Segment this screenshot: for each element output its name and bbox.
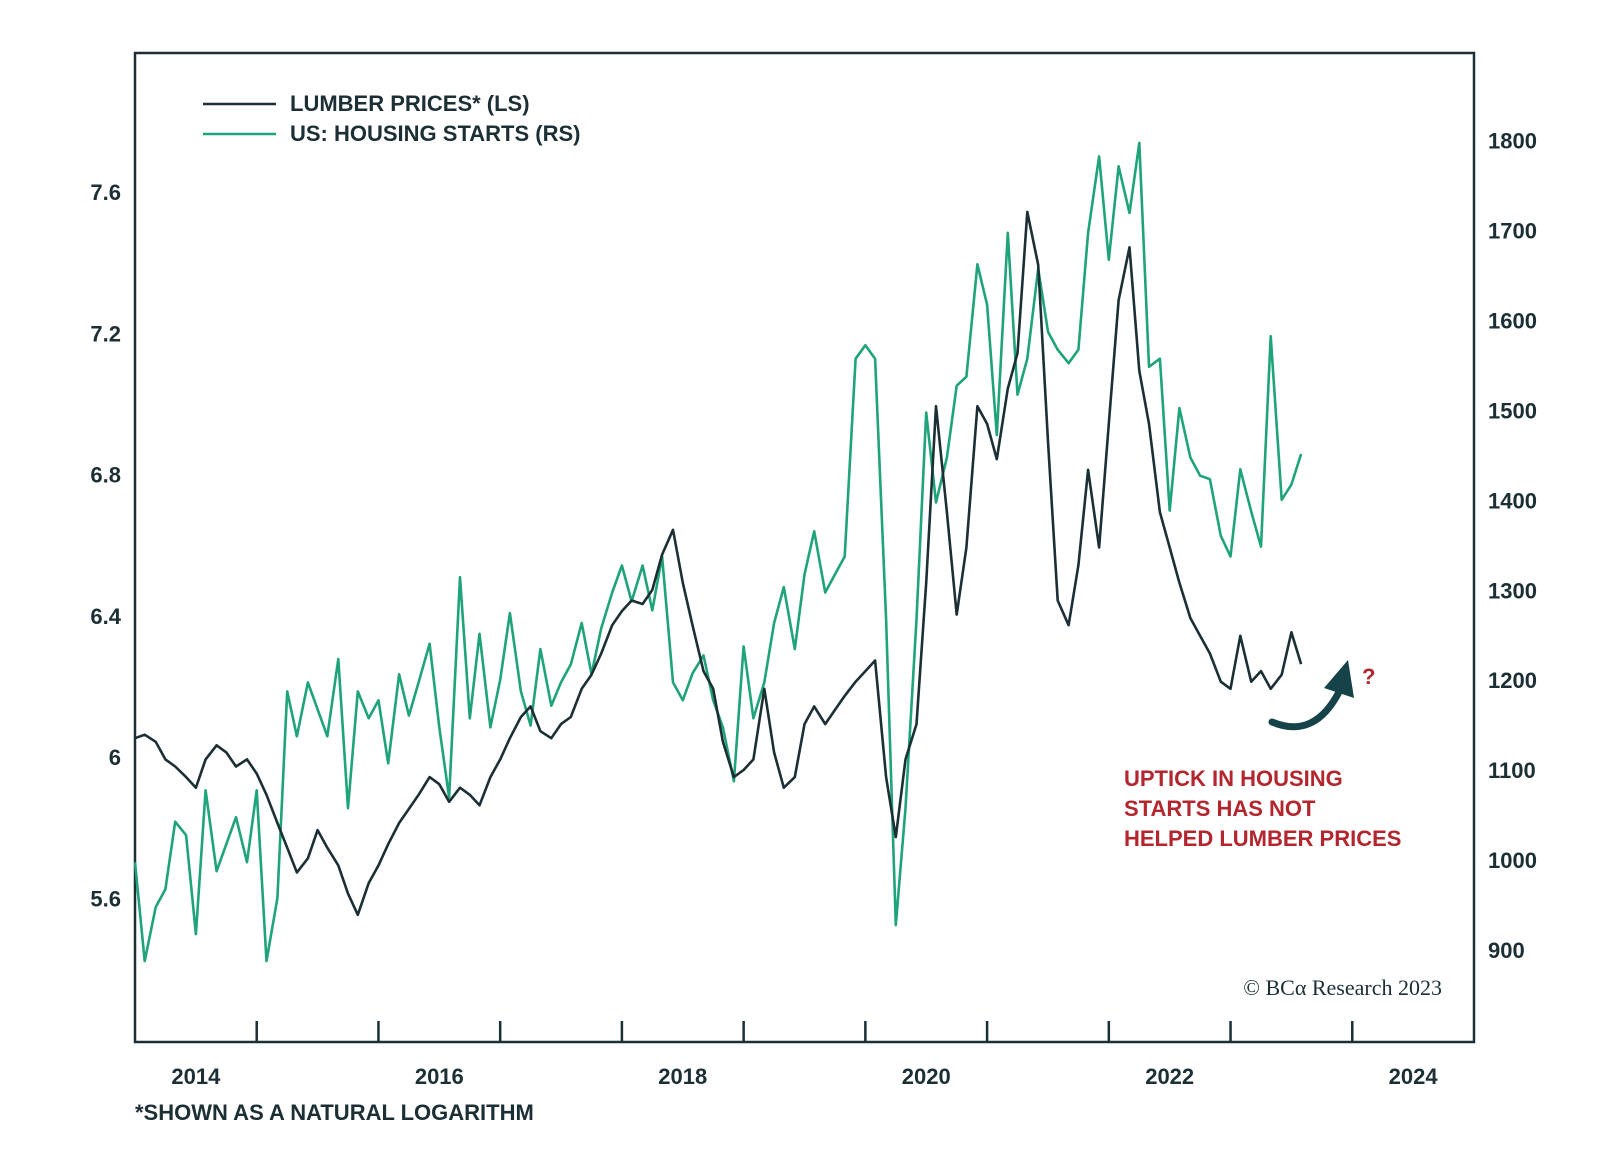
footnote: *SHOWN AS A NATURAL LOGARITHM xyxy=(135,1100,534,1125)
y2-tick-label: 1000 xyxy=(1488,848,1537,873)
x-tick-label: 2024 xyxy=(1389,1064,1439,1089)
x-tick-label: 2020 xyxy=(902,1064,951,1089)
y-tick-label: 7.6 xyxy=(90,180,121,205)
x-tick-label: 2016 xyxy=(415,1064,464,1089)
y2-tick-label: 1800 xyxy=(1488,129,1537,154)
y2-tick-label: 1500 xyxy=(1488,398,1537,423)
y2-tick-label: 1300 xyxy=(1488,578,1537,603)
annotation-arrowhead xyxy=(1324,660,1354,698)
y-tick-label: 6 xyxy=(109,745,121,770)
y2-tick-label: 1200 xyxy=(1488,668,1537,693)
legend-label: US: HOUSING STARTS (RS) xyxy=(290,121,580,146)
y-tick-label: 6.8 xyxy=(90,463,121,488)
series-line xyxy=(134,210,1303,917)
y2-tick-label: 1600 xyxy=(1488,309,1537,334)
annotation-text: STARTS HAS NOT xyxy=(1124,796,1316,821)
x-tick-label: 2022 xyxy=(1145,1064,1194,1089)
annotation-arrow xyxy=(1268,686,1344,731)
source: © BCα Research 2023 xyxy=(1243,975,1442,1000)
legend-label: LUMBER PRICES* (LS) xyxy=(290,91,530,116)
annotation-text: UPTICK IN HOUSING xyxy=(1124,766,1343,791)
x-tick-label: 2014 xyxy=(171,1064,221,1089)
y-tick-label: 7.2 xyxy=(90,321,121,346)
y-tick-label: 6.4 xyxy=(90,604,121,629)
y2-tick-label: 1100 xyxy=(1488,758,1536,783)
annotation-mark: ? xyxy=(1362,664,1375,689)
y-tick-label: 5.6 xyxy=(90,887,121,912)
annotation-text: HELPED LUMBER PRICES xyxy=(1124,826,1401,851)
y2-tick-label: 1400 xyxy=(1488,488,1537,513)
plot-frame xyxy=(133,51,1476,1044)
y2-tick-label: 1700 xyxy=(1488,219,1537,244)
y2-tick-label: 900 xyxy=(1488,938,1525,963)
x-tick-label: 2018 xyxy=(658,1064,707,1089)
